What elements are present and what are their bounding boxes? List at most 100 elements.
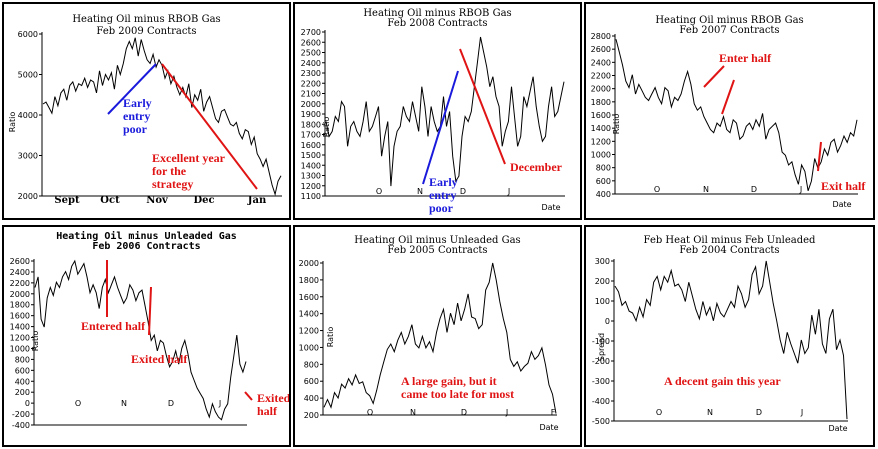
x-tick-label: D — [751, 185, 757, 194]
y-tick-label: 1000 — [591, 151, 611, 160]
chart-title-line: Heating Oil minus Unleaded Gas — [56, 230, 237, 242]
y-tick-label: 1600 — [301, 141, 321, 150]
y-tick-label: 2600 — [301, 38, 321, 47]
y-tick-label: 2400 — [591, 58, 611, 67]
y-tick-label: 1500 — [301, 151, 321, 160]
annotation-text: entry — [123, 109, 150, 123]
y-tick-label: 2600 — [10, 257, 30, 266]
y-tick-label: 1400 — [10, 323, 30, 332]
y-tick-label: 100 — [595, 297, 610, 306]
x-tick-label: N — [121, 399, 127, 408]
chart-title-line: Feb 2006 Contracts — [92, 241, 200, 252]
x-tick-label: D — [461, 408, 467, 417]
y-tick-label: 1600 — [10, 312, 30, 321]
annotation-text: Entered half — [81, 319, 146, 333]
annotation-line — [244, 391, 253, 401]
annotation-text: for the — [152, 164, 187, 178]
x-tick-label: J — [800, 408, 803, 417]
annotation-text: strategy — [152, 177, 193, 191]
y-tick-label: 1400 — [299, 310, 319, 319]
annotation-line — [161, 63, 258, 190]
chart-title-line: Feb Heat Oil minus Feb Unleaded — [644, 235, 816, 246]
y-tick-label: 0 — [25, 399, 30, 408]
chart-panel-2008: Heating Oil minus RBOB Gas Feb 2008 Contr… — [293, 2, 582, 220]
y-tick-label: 2000 — [18, 192, 38, 201]
annotation-text: poor — [123, 122, 148, 136]
annotation-text: Enter half — [719, 51, 772, 65]
annotation-line — [817, 141, 822, 172]
chart-title-line: Feb 2008 Contracts — [387, 18, 487, 29]
x-axis-label: Date — [832, 200, 851, 209]
chart-panel-2004: Feb Heat Oil minus Feb Unleaded Feb 2004 … — [584, 225, 875, 447]
y-tick-label: 1900 — [301, 110, 321, 119]
y-tick-label: 1100 — [301, 192, 321, 201]
x-tick-label: D — [756, 408, 762, 417]
y-axis-label: Ratio — [322, 117, 331, 138]
y-tick-label: 400 — [596, 190, 611, 199]
annotation-text: Exit half — [821, 179, 866, 193]
chart-title-line: Feb 2007 Contracts — [679, 25, 779, 36]
y-tick-label: 300 — [595, 257, 610, 266]
chart-title-line: Feb 2009 Contracts — [96, 26, 196, 37]
chart-title-line: Heating Oil minus RBOB Gas — [655, 15, 803, 26]
y-tick-label: 2800 — [591, 32, 611, 41]
y-tick-label: -200 — [12, 410, 30, 419]
annotation-line — [107, 63, 157, 115]
y-tick-label: 600 — [304, 377, 319, 386]
x-tick-label: Dec — [193, 195, 214, 206]
y-tick-label: 1600 — [299, 293, 319, 302]
y-tick-label: 1600 — [591, 111, 611, 120]
y-tick-label: 200 — [595, 277, 610, 286]
y-tick-label: 3000 — [18, 152, 38, 161]
annotation-text: December — [510, 160, 563, 174]
x-tick-label: D — [168, 399, 174, 408]
x-tick-label: O — [656, 408, 662, 417]
y-tick-label: 2100 — [301, 90, 321, 99]
chart-title-line: Feb 2005 Contracts — [387, 245, 487, 256]
y-axis-label: Ratio — [31, 331, 40, 352]
y-tick-label: 2200 — [591, 72, 611, 81]
annotation-text: Excellent year — [152, 151, 226, 165]
chart-title-line: Heating Oil minus Unleaded Gas — [354, 235, 520, 246]
y-tick-label: -100 — [592, 337, 610, 346]
y-tick-label: 2500 — [301, 49, 321, 58]
annotation-text: Exited — [257, 391, 289, 405]
y-tick-label: -400 — [12, 421, 30, 430]
x-tick-label: N — [417, 187, 423, 196]
x-axis-label: Date — [541, 203, 560, 212]
data-series-line — [34, 259, 247, 421]
annotation-line — [703, 65, 725, 88]
data-series-line — [615, 39, 858, 191]
annotation-line — [422, 70, 459, 185]
y-tick-label: 2700 — [301, 28, 321, 37]
chart-panel-2007: Heating Oil minus RBOB Gas Feb 2007 Contr… — [584, 2, 875, 220]
y-tick-label: 1000 — [10, 344, 30, 353]
data-series-line — [614, 260, 848, 420]
y-axis-label: Ratio — [612, 114, 621, 135]
y-tick-label: 2000 — [299, 259, 319, 268]
annotation-line — [721, 79, 735, 115]
y-tick-label: 1300 — [301, 172, 321, 181]
y-tick-label: 2600 — [591, 45, 611, 54]
annotation-text: Early — [123, 96, 152, 110]
y-tick-label: 6000 — [18, 30, 38, 39]
y-tick-label: 1400 — [591, 124, 611, 133]
x-tick-label: O — [367, 408, 373, 417]
y-tick-label: 200 — [304, 411, 319, 420]
x-tick-label: D — [460, 187, 466, 196]
y-tick-label: 1700 — [301, 131, 321, 140]
y-tick-label: 1800 — [301, 120, 321, 129]
y-tick-label: 600 — [15, 366, 30, 375]
x-axis-label: Date — [539, 423, 558, 432]
y-tick-label: 2400 — [10, 268, 30, 277]
y-tick-label: 4000 — [18, 111, 38, 120]
y-tick-label: -300 — [592, 377, 610, 386]
y-tick-label: 2200 — [10, 279, 30, 288]
y-tick-label: 5000 — [18, 71, 38, 80]
x-tick-label: O — [75, 399, 81, 408]
y-tick-label: 1000 — [299, 343, 319, 352]
y-tick-label: 1400 — [301, 161, 321, 170]
